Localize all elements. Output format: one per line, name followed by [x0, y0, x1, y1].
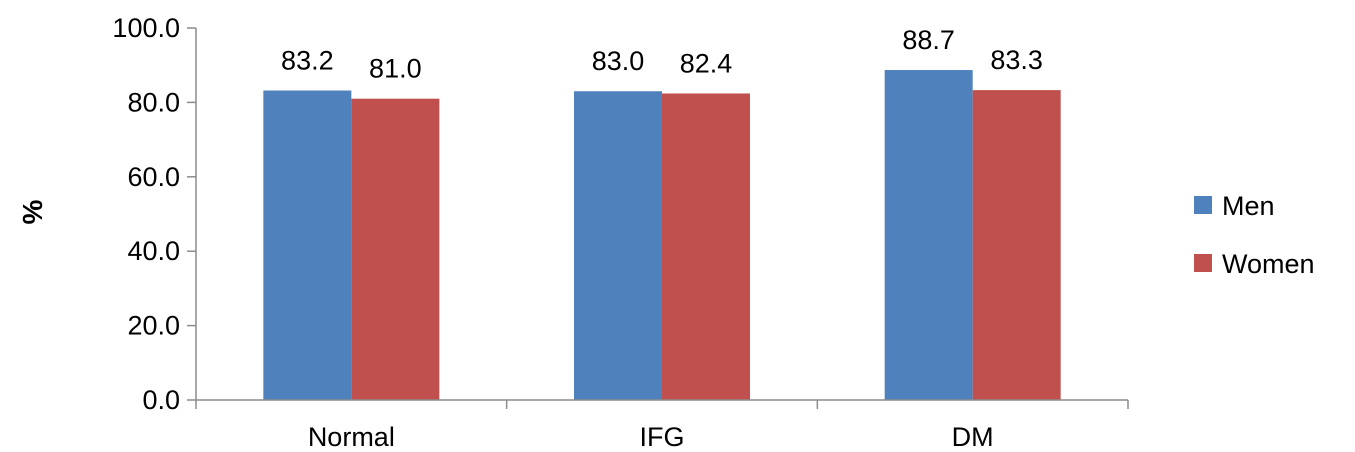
- data-label: 83.3: [990, 45, 1043, 75]
- y-tick-label: 60.0: [127, 162, 180, 192]
- bar-men-dm: [885, 70, 973, 400]
- legend-label: Men: [1222, 191, 1275, 221]
- data-label: 82.4: [680, 48, 733, 78]
- legend-swatch: [1194, 254, 1212, 272]
- x-tick-label: IFG: [640, 422, 685, 452]
- data-label: 88.7: [902, 25, 955, 55]
- bar-women-ifg: [662, 93, 750, 400]
- bars: [263, 70, 1060, 400]
- x-axis-ticks: [196, 400, 1128, 409]
- legend-swatch: [1194, 196, 1212, 214]
- data-label: 81.0: [369, 54, 422, 84]
- bar-women-normal: [351, 99, 439, 400]
- data-label: 83.0: [592, 46, 645, 76]
- y-tick-label: 80.0: [127, 87, 180, 117]
- x-tick-label: DM: [952, 422, 994, 452]
- legend-label: Women: [1222, 249, 1315, 279]
- y-tick-label: 100.0: [112, 13, 180, 43]
- y-axis-ticks: 0.0 20.0 40.0 60.0 80.0 100.0: [112, 13, 196, 415]
- bar-women-dm: [973, 90, 1061, 400]
- x-axis-labels: Normal IFG DM: [308, 422, 994, 452]
- data-label: 83.2: [281, 45, 334, 75]
- x-tick-label: Normal: [308, 422, 395, 452]
- y-axis-title: %: [17, 199, 48, 224]
- bar-men-ifg: [574, 91, 662, 400]
- y-tick-label: 20.0: [127, 311, 180, 341]
- legend: Men Women: [1194, 191, 1315, 279]
- y-tick-label: 40.0: [127, 236, 180, 266]
- y-tick-label: 0.0: [142, 385, 180, 415]
- bar-men-normal: [263, 90, 351, 400]
